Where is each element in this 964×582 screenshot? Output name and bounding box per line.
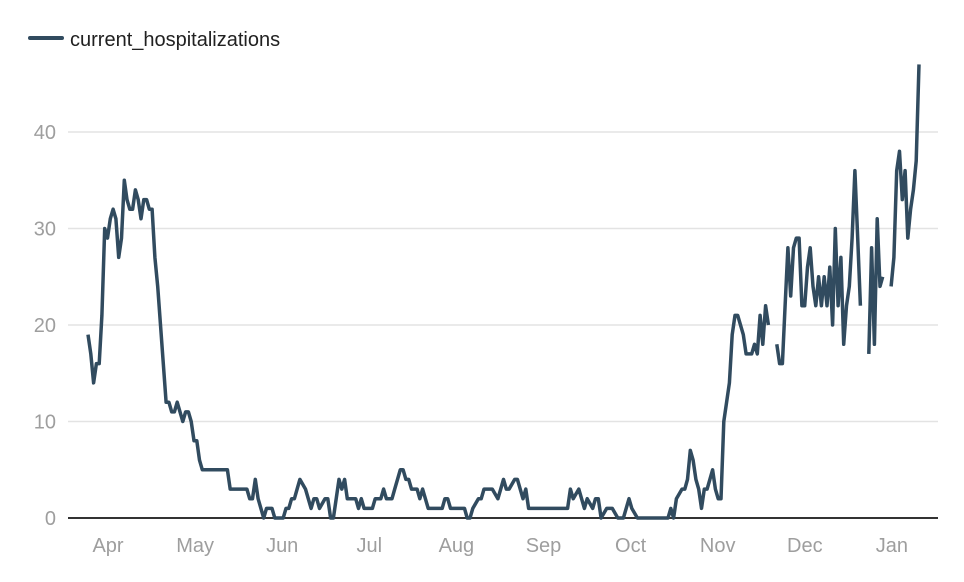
x-tick-label: May xyxy=(176,535,214,557)
y-tick-label: 40 xyxy=(34,122,56,144)
x-tick-label: Dec xyxy=(787,535,823,557)
x-tick-label: Jan xyxy=(876,535,908,557)
legend-label: current_hospitalizations xyxy=(70,29,280,51)
x-tick-label: Aug xyxy=(439,535,475,557)
y-tick-label: 30 xyxy=(34,219,56,241)
x-tick-label: Sep xyxy=(526,535,562,557)
x-tick-label: Apr xyxy=(92,535,123,557)
y-tick-label: 10 xyxy=(34,412,56,434)
y-axis-ticks: 0 10 20 30 40 xyxy=(34,122,56,530)
x-axis-ticks: Apr May Jun Jul Aug Sep Oct Nov Dec Jan xyxy=(92,535,908,557)
x-tick-label: Jul xyxy=(357,535,383,557)
legend[interactable]: current_hospitalizations xyxy=(28,29,280,51)
y-tick-label: 20 xyxy=(34,315,56,337)
x-tick-label: Nov xyxy=(700,535,736,557)
y-tick-label: 0 xyxy=(45,508,56,530)
series-line-current-hospitalizations xyxy=(86,64,921,520)
x-tick-label: Jun xyxy=(266,535,298,557)
x-tick-label: Oct xyxy=(615,535,647,557)
gridlines xyxy=(68,131,938,423)
